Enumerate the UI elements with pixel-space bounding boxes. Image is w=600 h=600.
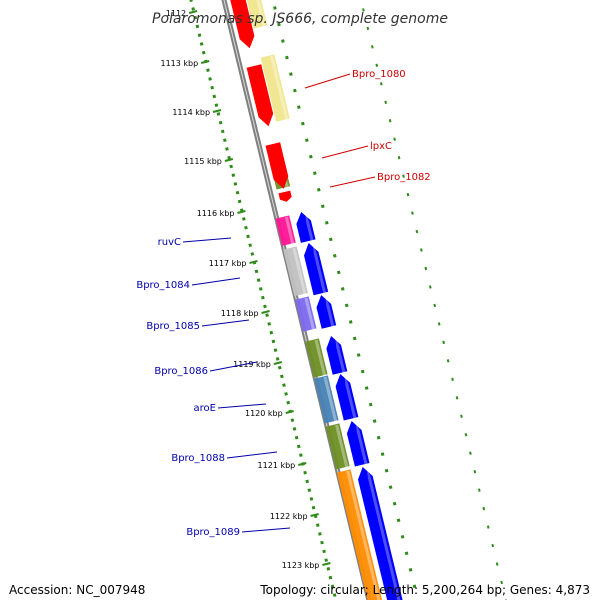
forward-gene-label: Bpro_1085 <box>146 321 200 332</box>
forward-gene-label: ruvC <box>158 237 181 248</box>
scale-tick <box>261 310 270 314</box>
forward-gene-label: Bpro_1089 <box>186 527 240 538</box>
cog-block-shine <box>323 376 338 423</box>
cog-color-block <box>283 246 308 297</box>
reverse-gene-label: lpxC <box>370 141 392 152</box>
genome-info-label: Topology: circular; Length: 5,200,264 bp… <box>260 583 590 597</box>
cog-block-shine <box>304 297 316 331</box>
cog-color-block <box>295 296 317 332</box>
cog-color-block <box>336 469 383 600</box>
scale-tick <box>188 10 198 14</box>
cog-block-shine <box>270 55 289 121</box>
scale-tick-label: 1112 <box>166 9 186 18</box>
scale-tick-label: 1122 kbp <box>270 512 308 521</box>
scale-tick <box>322 562 331 566</box>
scale-tick-label: 1123 kbp <box>282 561 320 570</box>
forward-gene-label: Bpro_1086 <box>154 366 208 377</box>
cog-color-block <box>314 375 339 424</box>
gene-label-leader <box>209 361 258 372</box>
reverse-gene-arrow <box>265 142 289 189</box>
forward-gene-shine <box>325 295 335 328</box>
scale-tick <box>249 260 258 264</box>
map-title: Polaromonas sp. JS666, complete genome <box>152 11 448 27</box>
forward-gene-shine <box>335 336 346 374</box>
cog-color-block <box>325 423 350 470</box>
forward-gene-arrow <box>296 212 316 243</box>
reverse-gene-arrow <box>230 0 255 49</box>
scale-tick <box>224 158 234 162</box>
reverse-gene-fragment <box>278 190 292 202</box>
scale-tick-label: 1117 kbp <box>209 259 247 268</box>
reverse-gene-label: Bpro_1080 <box>352 69 406 80</box>
forward-gene-shine <box>312 243 327 294</box>
gene-label-leader <box>226 451 278 459</box>
forward-gene-arrow <box>346 421 370 467</box>
gene-label-leader <box>191 277 241 286</box>
reverse-gene-arrow <box>246 64 274 127</box>
scale-tick-label: 1113 kbp <box>161 59 199 68</box>
grid-dotted-line <box>189 0 338 600</box>
cog-color-block <box>275 215 296 246</box>
cog-color-block <box>260 54 290 122</box>
scale-tick <box>285 410 294 414</box>
scale-tick-label: 1116 kbp <box>197 209 235 218</box>
scale-tick-label: 1115 kbp <box>184 157 222 166</box>
scale-tick <box>310 513 319 517</box>
forward-gene-label: Bpro_1088 <box>171 453 225 464</box>
scale-tick-label: 1118 kbp <box>221 309 259 318</box>
cog-color-block <box>305 338 328 378</box>
gene-label-leader <box>329 176 376 188</box>
forward-gene-arrow <box>326 336 348 375</box>
scale-tick-label: 1114 kbp <box>172 108 210 117</box>
forward-gene-label: aroE <box>194 403 216 414</box>
scale-tick <box>200 60 210 64</box>
forward-gene-arrow <box>304 243 329 296</box>
cog-block-shine <box>346 470 381 600</box>
cog-color-block <box>246 0 268 29</box>
grid-dotted-line <box>359 0 507 600</box>
gene-label-leader <box>241 527 291 533</box>
forward-gene-arrow <box>335 374 359 421</box>
cog-block-shine <box>256 0 266 28</box>
forward-gene-arrow <box>316 295 337 329</box>
cog-block-shine <box>284 216 295 245</box>
cog-block-shine <box>335 424 349 469</box>
forward-gene-arrow <box>358 467 403 600</box>
scale-tick <box>212 109 222 113</box>
scale-tick-label: 1121 kbp <box>258 461 296 470</box>
scale-tick-label: 1119 kbp <box>233 360 271 369</box>
scale-tick-label: 1120 kbp <box>245 409 283 418</box>
forward-gene-shine <box>305 212 314 242</box>
gene-label-leader <box>201 319 250 327</box>
gene-label-leader <box>182 237 232 243</box>
feature-track <box>230 0 403 600</box>
forward-gene-shine <box>344 374 357 420</box>
accession-label: Accession: NC_007948 <box>9 583 146 597</box>
cog-block-shine <box>292 247 307 295</box>
gene-label-leader <box>304 73 351 89</box>
reverse-gene-label: Bpro_1082 <box>377 172 431 183</box>
forward-gene-shine <box>355 421 368 466</box>
scale-tick <box>298 462 307 466</box>
gene-label-leader <box>217 403 267 409</box>
forward-gene-label: Bpro_1084 <box>136 280 190 291</box>
gene-label-leader <box>321 145 369 159</box>
scale-tick <box>273 361 283 365</box>
cog-block-shine <box>314 339 327 377</box>
scale-tick <box>237 210 246 214</box>
forward-gene-shine <box>366 467 401 600</box>
